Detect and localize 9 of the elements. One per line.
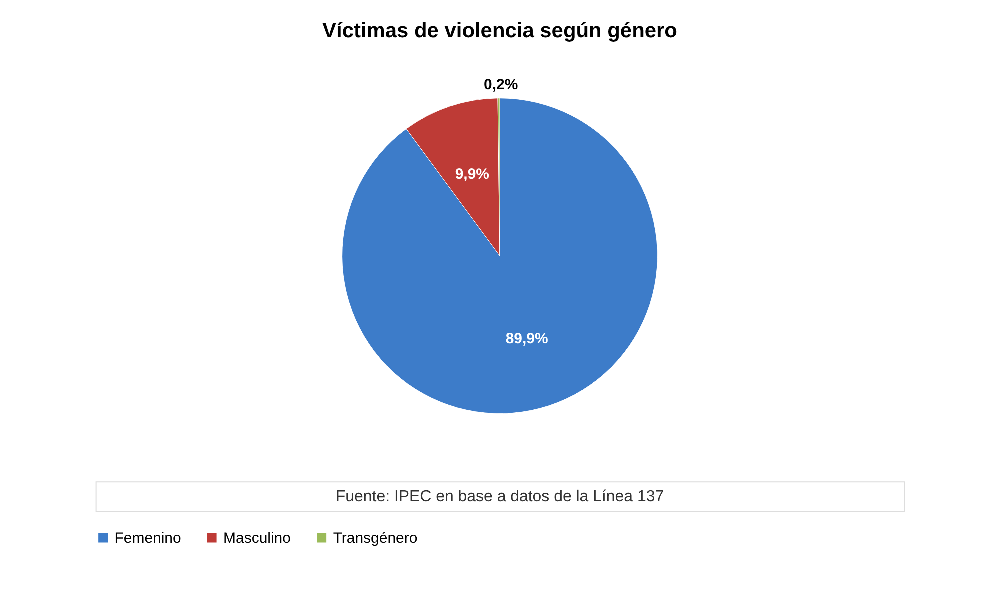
pie-slice bbox=[342, 98, 658, 414]
legend-label: Masculino bbox=[224, 530, 291, 547]
legend-label: Transgénero bbox=[333, 530, 418, 547]
data-label: 89,9% bbox=[506, 330, 548, 348]
source-note: Fuente: IPEC en base a datos de la Línea 137 bbox=[336, 488, 664, 506]
legend-label: Femenino bbox=[114, 530, 182, 547]
data-label: 9,9% bbox=[455, 166, 490, 183]
data-label: 0,2% bbox=[484, 76, 518, 94]
chart-title: Víctimas de violencia según género bbox=[322, 19, 678, 42]
